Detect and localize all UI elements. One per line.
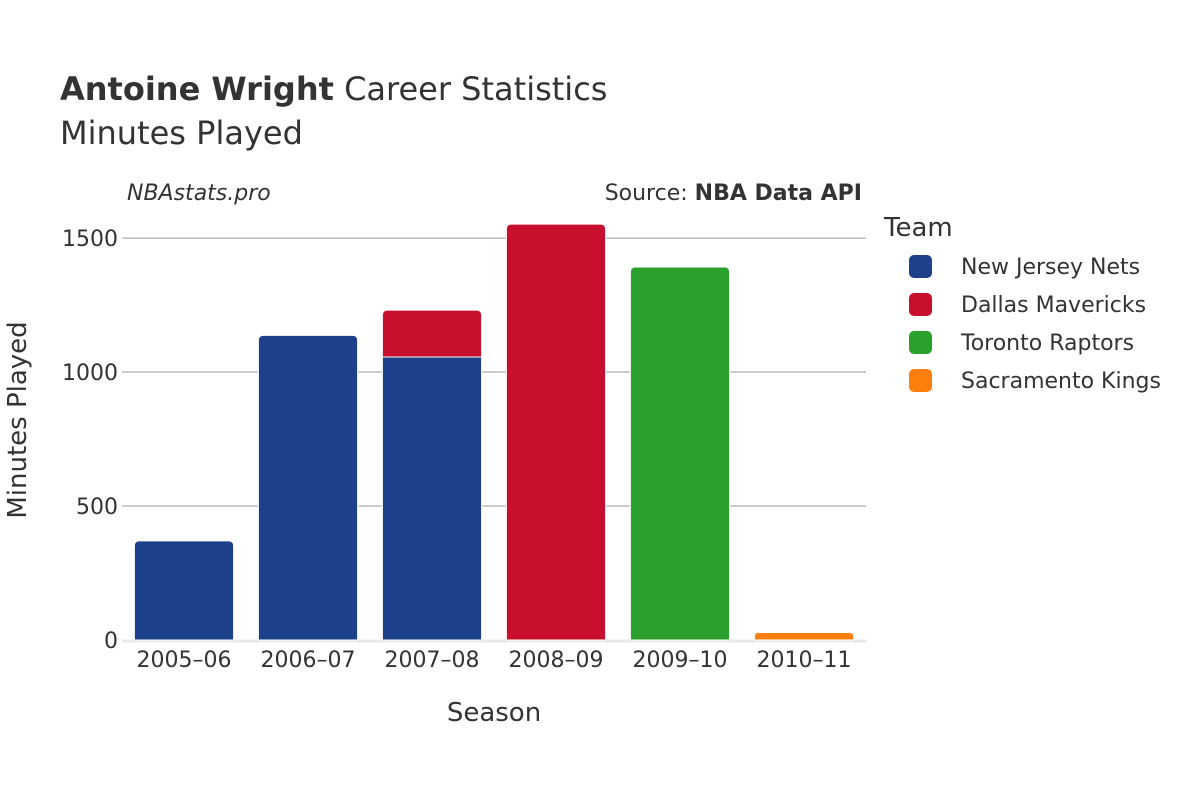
x-axis-ticks: 2005–06 2006–07 2007–08 2008–09 2009–10 2010–…	[137, 648, 852, 673]
legend-swatch[interactable]	[909, 255, 932, 278]
grid-lines	[122, 237, 866, 643]
legend-swatch[interactable]	[909, 293, 932, 316]
source-name: NBA Data API	[695, 181, 862, 206]
legend-label[interactable]: Toronto Raptors	[960, 331, 1134, 356]
legend-swatch[interactable]	[909, 369, 932, 392]
bar-segment[interactable]	[753, 631, 855, 641]
y-tick-label: 1000	[62, 361, 118, 386]
x-tick-label: 2010–11	[757, 648, 852, 673]
bars	[133, 223, 855, 641]
legend-label[interactable]: New Jersey Nets	[961, 255, 1140, 280]
legend-swatch[interactable]	[909, 331, 932, 354]
y-tick-label: 1500	[62, 227, 118, 252]
chart-title-rest: Career Statistics	[334, 70, 608, 108]
y-tick-label: 500	[76, 495, 118, 520]
source-credit: Source: NBA Data API	[605, 181, 862, 206]
bar-segment[interactable]	[257, 334, 359, 641]
y-tick-label: 0	[104, 629, 118, 654]
y-axis-label: Minutes Played	[3, 321, 33, 518]
x-tick-label: 2007–08	[385, 648, 480, 673]
bar-segment[interactable]	[381, 309, 483, 358]
legend-label[interactable]: Dallas Mavericks	[961, 293, 1146, 318]
bar-segment[interactable]	[629, 266, 731, 641]
x-tick-label: 2009–10	[633, 648, 728, 673]
legend: Team New Jersey Nets Dallas Mavericks Toro…	[883, 213, 1161, 394]
legend-title: Team	[883, 213, 953, 243]
x-tick-label: 2006–07	[261, 648, 356, 673]
chart-title: Antoine Wright Career Statistics	[60, 70, 607, 108]
y-axis-ticks: 0 500 1000 1500	[62, 227, 118, 654]
x-tick-label: 2008–09	[509, 648, 604, 673]
source-prefix: Source:	[605, 181, 695, 206]
watermark: NBAstats.pro	[127, 181, 271, 206]
legend-label[interactable]: Sacramento Kings	[961, 369, 1161, 394]
x-axis-label: Season	[447, 698, 541, 728]
bar-segment[interactable]	[133, 540, 235, 641]
chart-title-bold: Antoine Wright	[60, 70, 334, 108]
bar-segment[interactable]	[505, 223, 607, 641]
bar-segment[interactable]	[381, 356, 483, 641]
x-tick-label: 2005–06	[137, 648, 232, 673]
chart-subtitle: Minutes Played	[60, 114, 303, 152]
